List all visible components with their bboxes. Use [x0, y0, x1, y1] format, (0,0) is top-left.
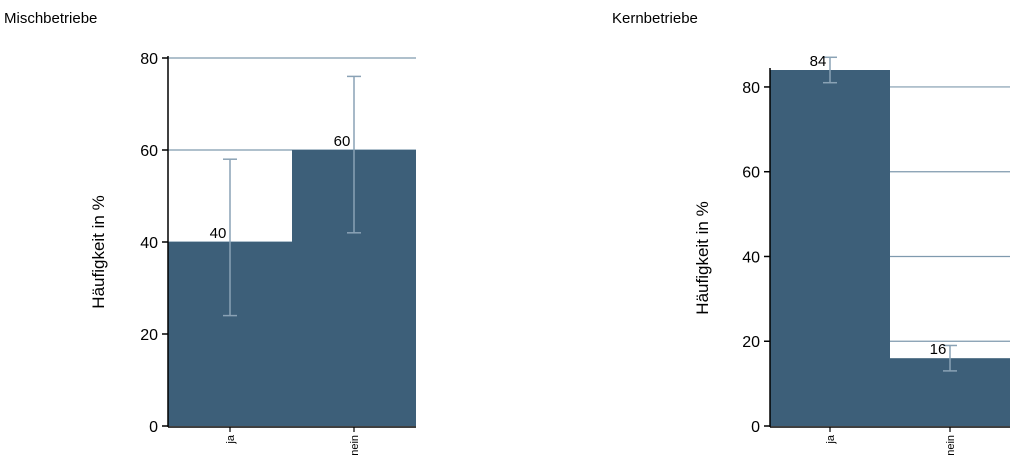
- y-tick-label: 0: [149, 419, 158, 436]
- data-label: 40: [210, 225, 227, 242]
- panel-title: Kernbetriebe: [612, 10, 698, 27]
- y-tick-label: 20: [742, 334, 760, 351]
- y-axis-title: Häufigkeit in %: [693, 201, 712, 314]
- y-tick-label: 40: [140, 235, 158, 252]
- chart-panel-0: Mischbetriebe 40 60 0 20 40 60 80 ja nein Häufigke…: [4, 10, 416, 456]
- data-label: 84: [810, 53, 827, 70]
- x-tick-label: nein: [349, 435, 361, 456]
- y-tick-label: 80: [140, 51, 158, 68]
- chart-panel-1: Kernbetriebe 84 16 0 20 40 60 80 ja nein Häufigkei…: [612, 10, 1010, 456]
- y-axis-title: Häufigkeit in %: [89, 195, 108, 308]
- x-tick-label: nein: [945, 435, 957, 456]
- y-tick-label: 20: [140, 327, 158, 344]
- data-label: 16: [930, 341, 947, 358]
- y-tick-label: 60: [742, 165, 760, 182]
- panel-title: Mischbetriebe: [4, 10, 97, 27]
- y-tick-label: 60: [140, 143, 158, 160]
- y-tick-label: 0: [751, 419, 760, 436]
- y-tick-label: 40: [742, 249, 760, 266]
- x-tick-label: ja: [225, 434, 237, 444]
- y-tick-label: 80: [742, 80, 760, 97]
- x-tick-label: ja: [825, 434, 837, 444]
- bar-ja: [770, 70, 890, 426]
- data-label: 60: [334, 133, 351, 150]
